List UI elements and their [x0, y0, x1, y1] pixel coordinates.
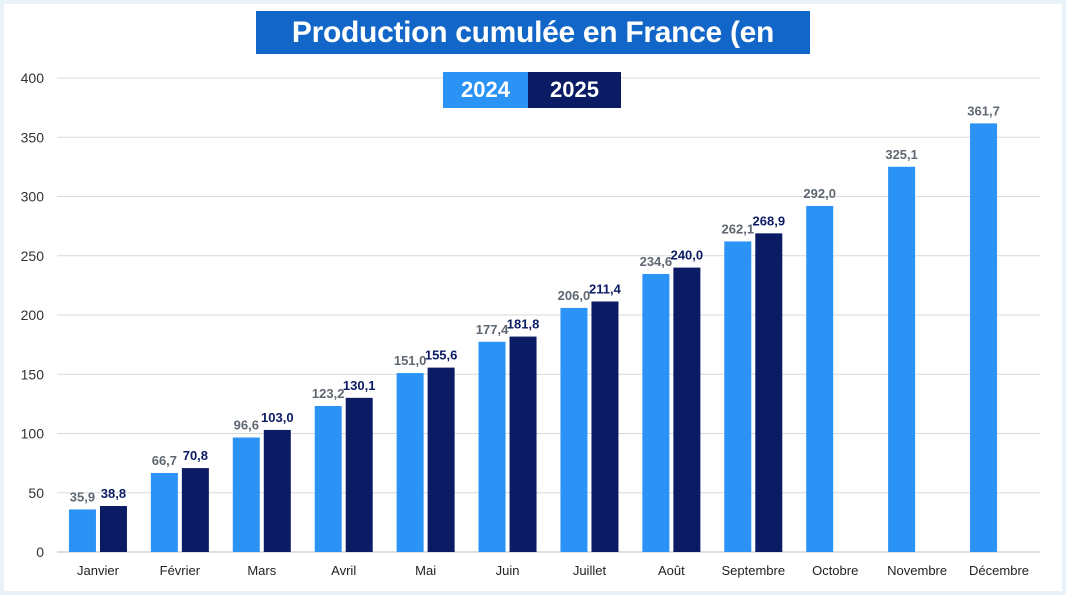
bar-2025-Août	[673, 267, 701, 552]
x-tick-label: Février	[160, 563, 201, 578]
bar-2024-Décembre	[970, 123, 998, 552]
data-label-2024: 292,0	[803, 186, 836, 201]
data-label-2024: 151,0	[394, 353, 427, 368]
bar-2025-Mai	[427, 367, 455, 552]
bar-2025-Mars	[263, 429, 291, 552]
x-tick-label: Juillet	[573, 563, 607, 578]
data-label-2024: 262,1	[722, 221, 755, 236]
data-label-2024: 123,2	[312, 386, 345, 401]
bar-2024-Octobre	[806, 205, 834, 553]
data-label-2025: 211,4	[589, 281, 622, 296]
data-label-2025: 38,8	[101, 486, 126, 501]
data-label-2025: 181,8	[507, 317, 540, 332]
bar-2025-Juillet	[591, 301, 619, 552]
bar-2024-Août	[642, 273, 670, 552]
data-label-2025: 155,6	[425, 348, 458, 363]
legend: 2024 2025	[443, 72, 621, 108]
data-label-2024: 177,4	[476, 322, 509, 337]
data-label-2024: 361,7	[967, 103, 1000, 118]
y-tick-label: 400	[21, 70, 45, 86]
data-label-2025: 240,0	[671, 248, 704, 263]
x-tick-label: Mai	[415, 563, 436, 578]
bar-2025-Février	[181, 468, 209, 552]
data-label-2024: 206,0	[558, 288, 591, 303]
x-tick-label: Mars	[247, 563, 276, 578]
bar-2025-Avril	[345, 397, 373, 552]
data-label-2025: 103,0	[261, 410, 294, 425]
x-tick-label: Décembre	[969, 563, 1029, 578]
legend-item-2024: 2024	[443, 72, 528, 108]
bar-2024-Juillet	[560, 307, 588, 552]
x-tick-label: Août	[658, 563, 685, 578]
y-tick-label: 250	[21, 248, 45, 264]
bar-2024-Mars	[232, 437, 260, 552]
x-tick-label: Septembre	[721, 563, 785, 578]
bar-2025-Juin	[509, 336, 537, 552]
bar-2025-Septembre	[755, 233, 783, 552]
y-tick-label: 0	[36, 544, 44, 560]
data-label-2024: 325,1	[885, 147, 918, 162]
data-label-2024: 234,6	[640, 254, 673, 269]
data-label-2025: 130,1	[343, 378, 376, 393]
x-tick-label: Janvier	[77, 563, 120, 578]
data-label-2024: 66,7	[152, 453, 177, 468]
y-tick-label: 150	[21, 366, 45, 382]
data-label-2024: 35,9	[70, 489, 95, 504]
data-label-2024: 96,6	[234, 418, 259, 433]
bar-2024-Février	[150, 472, 178, 552]
bar-2024-Mai	[396, 373, 424, 552]
y-tick-label: 100	[21, 426, 45, 442]
x-tick-label: Octobre	[812, 563, 858, 578]
y-tick-label: 200	[21, 307, 45, 323]
legend-item-2025: 2025	[528, 72, 621, 108]
bar-2024-Janvier	[68, 509, 96, 552]
y-tick-label: 50	[28, 485, 44, 501]
bar-2024-Avril	[314, 406, 342, 552]
bar-2025-Janvier	[99, 506, 127, 552]
y-tick-label: 300	[21, 189, 45, 205]
x-tick-label: Juin	[496, 563, 520, 578]
data-label-2025: 268,9	[753, 213, 786, 228]
y-tick-label: 350	[21, 129, 45, 145]
x-tick-label: Novembre	[887, 563, 947, 578]
bar-2024-Juin	[478, 341, 506, 552]
chart-title: Production cumulée en France (en TWh)	[256, 11, 810, 92]
bar-2024-Novembre	[888, 166, 916, 552]
x-tick-label: Avril	[331, 563, 356, 578]
data-label-2025: 70,8	[183, 448, 208, 463]
bar-2024-Septembre	[724, 241, 752, 552]
